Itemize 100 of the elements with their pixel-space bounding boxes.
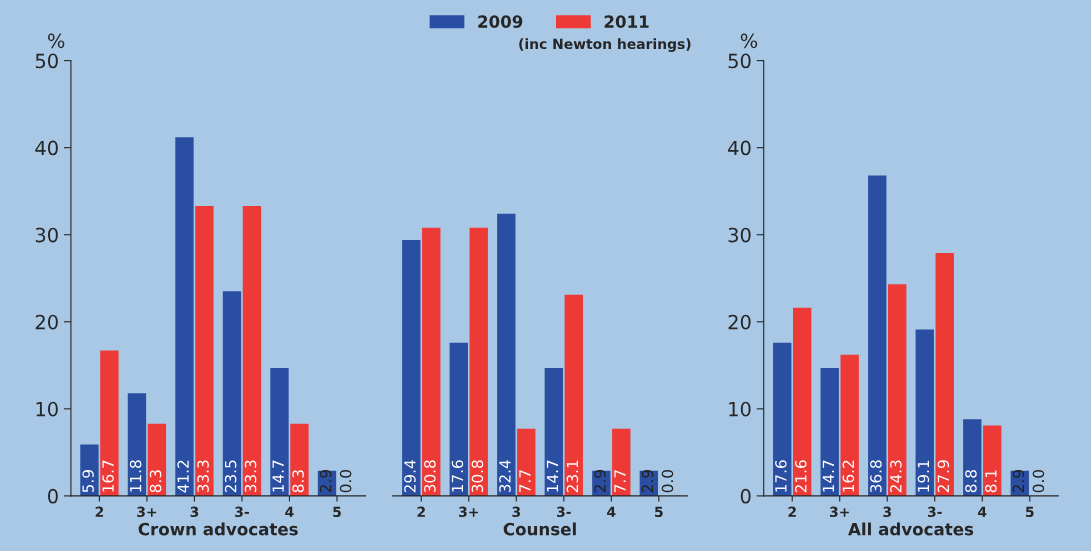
x-tick-label: 5 bbox=[333, 506, 341, 518]
y-axis-title: % bbox=[740, 33, 758, 49]
data-label: 24.3 bbox=[890, 460, 902, 493]
y-tick-label: 0 bbox=[48, 488, 58, 504]
data-label: 2.9 bbox=[1012, 470, 1025, 493]
bar bbox=[935, 253, 954, 496]
data-label: 23.5 bbox=[224, 460, 237, 493]
bar bbox=[80, 444, 99, 496]
data-label: 17.6 bbox=[451, 460, 464, 492]
y-tick-label: 20 bbox=[35, 314, 58, 330]
x-axis-title: All advocates bbox=[848, 522, 974, 536]
data-label: 7.7 bbox=[519, 470, 531, 493]
bar bbox=[497, 213, 516, 496]
x-tick-label: 3- bbox=[235, 506, 249, 518]
bar bbox=[888, 284, 907, 496]
x-tick-label: 4 bbox=[978, 506, 987, 517]
y-tick-label: 50 bbox=[728, 53, 751, 69]
bar bbox=[544, 367, 563, 496]
bar bbox=[290, 423, 309, 496]
data-label: 2.9 bbox=[319, 470, 332, 493]
x-tick-label: 4 bbox=[607, 506, 616, 517]
y-tick-label: 10 bbox=[36, 401, 58, 417]
bar bbox=[915, 329, 934, 496]
data-label: 8.1 bbox=[985, 470, 997, 493]
data-label: 8.3 bbox=[292, 470, 304, 493]
y-tick-label: 30 bbox=[35, 227, 58, 243]
x-tick-label: 3+ bbox=[137, 506, 157, 518]
data-label: 7.7 bbox=[614, 470, 626, 493]
legend-label: 2009 bbox=[478, 15, 523, 28]
y-tick-label: 50 bbox=[35, 53, 58, 69]
data-label: 29.4 bbox=[404, 460, 416, 493]
y-tick-label: 20 bbox=[728, 314, 751, 330]
bar bbox=[517, 428, 536, 496]
x-tick-label: 4 bbox=[285, 506, 294, 517]
x-tick-label: 2 bbox=[95, 506, 104, 517]
y-axis-title: % bbox=[48, 33, 65, 49]
x-tick-label: 2 bbox=[788, 506, 796, 517]
data-label: 14.7 bbox=[546, 460, 559, 492]
bar bbox=[195, 206, 214, 496]
data-label: 17.6 bbox=[775, 460, 787, 492]
bar bbox=[449, 342, 468, 496]
bar bbox=[840, 354, 859, 496]
data-label: 16.7 bbox=[102, 460, 114, 492]
bar bbox=[127, 393, 147, 496]
bar bbox=[222, 291, 242, 496]
data-label: 16.2 bbox=[842, 460, 855, 492]
bar bbox=[270, 367, 289, 496]
bar bbox=[820, 367, 839, 496]
data-label: 5.9 bbox=[82, 470, 94, 493]
bar bbox=[100, 350, 119, 496]
y-tick-label: 40 bbox=[728, 140, 751, 156]
x-tick-label: 5 bbox=[1026, 506, 1034, 518]
data-label: 32.4 bbox=[499, 460, 511, 493]
data-label: 30.8 bbox=[471, 460, 484, 493]
x-tick-label: 3- bbox=[557, 506, 571, 518]
bar bbox=[402, 239, 421, 496]
data-label: 0.0 bbox=[339, 470, 352, 493]
data-label: 19.1 bbox=[917, 460, 930, 492]
data-label: 41.2 bbox=[177, 460, 189, 493]
data-label: 14.7 bbox=[272, 460, 284, 492]
data-label: 33.3 bbox=[197, 460, 209, 493]
text: (inc Newton hearings) bbox=[519, 38, 691, 52]
x-tick-label: 3 bbox=[883, 506, 891, 518]
y-tick-label: 30 bbox=[728, 227, 751, 243]
y-tick-label: 40 bbox=[35, 140, 58, 156]
y-tick-label: 0 bbox=[740, 488, 751, 504]
x-tick-label: 3- bbox=[927, 506, 942, 518]
bar bbox=[963, 419, 982, 496]
x-tick-label: 5 bbox=[655, 506, 663, 518]
data-label: 36.8 bbox=[870, 460, 882, 493]
bar bbox=[422, 227, 441, 496]
bar bbox=[983, 425, 1002, 496]
bar bbox=[773, 342, 792, 496]
data-label: 27.9 bbox=[937, 460, 950, 493]
x-tick-label: 3 bbox=[190, 506, 199, 518]
data-label: 33.3 bbox=[244, 460, 257, 493]
data-label: 8.8 bbox=[965, 470, 977, 493]
bar bbox=[612, 428, 631, 496]
data-label: 23.1 bbox=[566, 460, 579, 493]
x-axis-title: Crown advocates bbox=[138, 522, 298, 536]
bar bbox=[868, 175, 887, 496]
bar bbox=[793, 307, 812, 496]
data-label: 30.8 bbox=[424, 460, 436, 493]
x-tick-label: 3+ bbox=[830, 506, 849, 518]
data-label: 0.0 bbox=[1032, 470, 1045, 493]
bar bbox=[147, 423, 167, 496]
data-label: 0.0 bbox=[661, 470, 674, 493]
data-label: 11.8 bbox=[129, 460, 142, 492]
data-label: 21.6 bbox=[795, 460, 807, 493]
data-label: 8.3 bbox=[149, 470, 162, 493]
legend-label: 2011 bbox=[604, 15, 649, 28]
x-tick-label: 3+ bbox=[459, 506, 478, 518]
data-label: 14.7 bbox=[822, 460, 834, 492]
x-axis-title: Counsel bbox=[503, 522, 576, 536]
bar bbox=[242, 206, 262, 496]
bar bbox=[469, 227, 488, 496]
x-tick-label: 3 bbox=[512, 506, 521, 518]
bar bbox=[175, 137, 194, 496]
data-label: 2.9 bbox=[594, 470, 606, 493]
x-tick-label: 2 bbox=[417, 506, 425, 517]
